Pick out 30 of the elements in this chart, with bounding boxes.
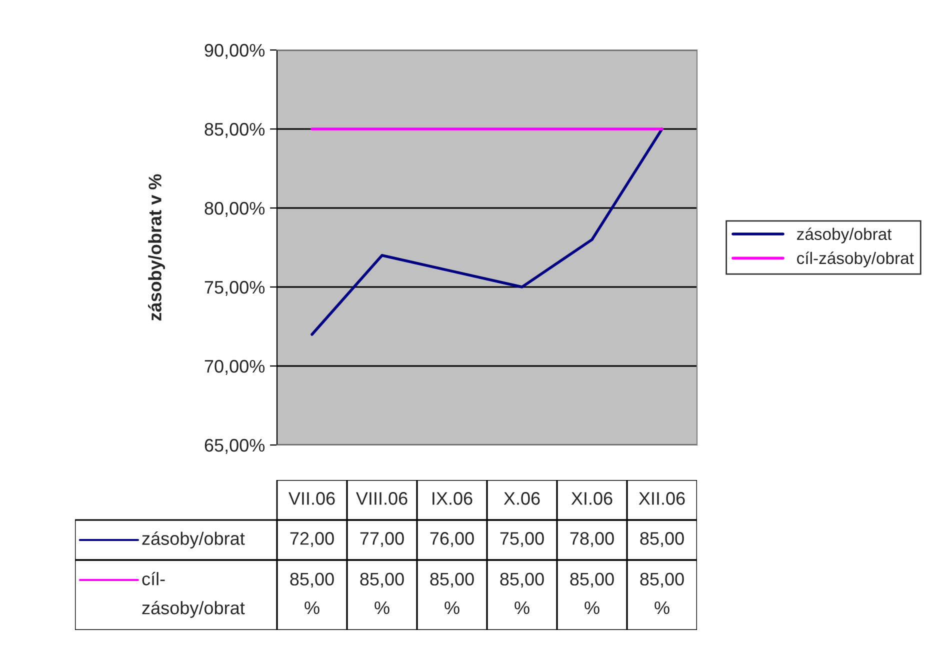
data-label: 85,00 % bbox=[290, 572, 334, 614]
x-tick-label: X.06 bbox=[504, 492, 540, 505]
line-series bbox=[310, 128, 664, 336]
data-label: 85,00 bbox=[640, 532, 684, 547]
y-tick-label: 85,00% bbox=[204, 122, 265, 138]
data-label: 75,00 bbox=[500, 532, 544, 547]
text: cíl-zásoby/obrat bbox=[142, 572, 245, 618]
y-tick-label: 65,00% bbox=[204, 438, 265, 454]
data-label: 85,00 % bbox=[640, 572, 684, 614]
x-tick-label: VII.06 bbox=[288, 492, 335, 505]
y-tick-label: 70,00% bbox=[204, 360, 265, 375]
x-tick-label: XI.06 bbox=[571, 492, 612, 505]
legend-label: zásoby/obrat bbox=[797, 228, 892, 244]
x-tick-label: IX.06 bbox=[432, 492, 472, 505]
x-tick-label: XII.06 bbox=[638, 492, 685, 505]
data-label: 72,00 bbox=[290, 532, 334, 547]
data-label: 76,00 bbox=[430, 532, 474, 547]
y-tick-label: 80,00% bbox=[204, 202, 265, 217]
data-label: 85,00 % bbox=[360, 572, 404, 614]
legend-label: cíl-zásoby/obrat bbox=[797, 252, 914, 268]
data-label: 85,00 % bbox=[500, 572, 544, 614]
text: zásoby/obrat bbox=[142, 531, 245, 549]
data-label: 78,00 bbox=[570, 532, 614, 547]
data-label: 77,00 bbox=[360, 532, 404, 547]
y-tick-label: 75,00% bbox=[204, 280, 265, 296]
y-tick-label: 90,00% bbox=[204, 44, 265, 59]
x-tick-label: VIII.06 bbox=[356, 492, 408, 505]
data-label: 85,00 % bbox=[570, 572, 614, 614]
y-axis-title: zásoby/obrat v % bbox=[148, 174, 165, 321]
data-label: 85,00 % bbox=[430, 572, 474, 614]
